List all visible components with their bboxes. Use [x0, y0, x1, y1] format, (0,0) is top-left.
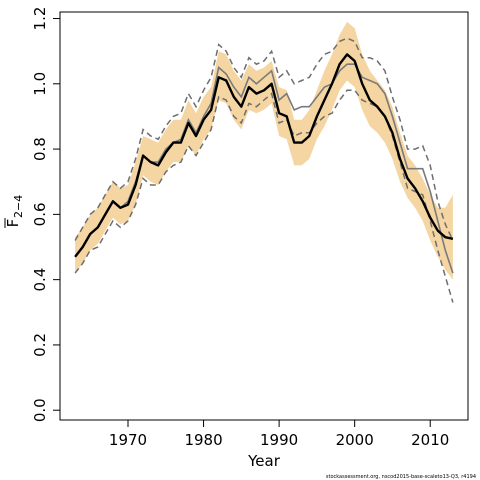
x-tick-label: 1980: [184, 431, 222, 449]
plot-frame: [59, 11, 469, 421]
x-tick-label: 1990: [260, 431, 298, 449]
x-axis-title: Year: [247, 452, 281, 470]
y-tick-label: 0.2: [31, 333, 49, 357]
plot-area: [74, 21, 454, 303]
x-tick-label: 2010: [411, 431, 449, 449]
y-tick-label: 1.0: [31, 72, 49, 96]
y-axis-title-subscript: 2−4: [12, 195, 25, 218]
y-axis: 0.0 0.2 0.4 0.6 0.8 1.0 1.2: [31, 7, 60, 422]
x-tick-label: 1970: [109, 431, 147, 449]
y-tick-label: 0.0: [31, 398, 49, 422]
y-axis-title-main: F: [4, 219, 22, 228]
y-tick-label: 0.4: [31, 268, 49, 292]
y-axis-title: F 2−4: [4, 195, 25, 228]
estimate-line: [74, 53, 454, 258]
y-tick-label: 1.2: [31, 7, 49, 31]
x-axis: 1970 1980 1990 2000 2010: [109, 420, 449, 449]
confidence-band: [75, 21, 453, 280]
x-tick-label: 2000: [336, 431, 374, 449]
footnote: stockassessment.org, nscod2015-base-scal…: [326, 474, 476, 480]
alternative-upper-line: [74, 37, 454, 241]
y-tick-label: 0.6: [31, 202, 49, 226]
y-tick-label: 0.8: [31, 137, 49, 161]
